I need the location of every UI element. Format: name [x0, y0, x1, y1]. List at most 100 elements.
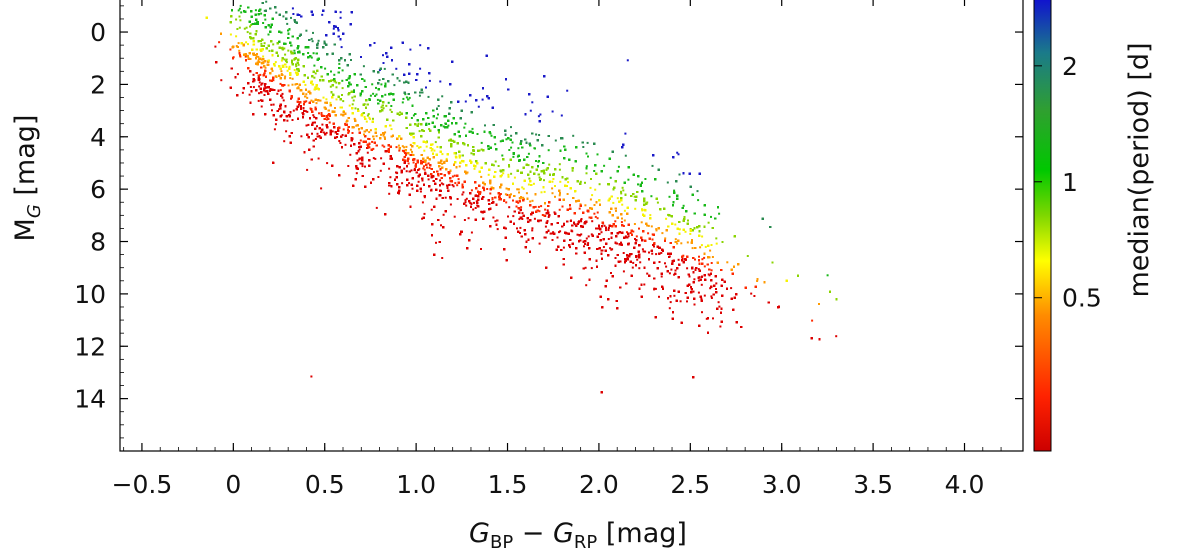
density-cell: [458, 156, 461, 159]
density-cell: [341, 69, 344, 72]
density-cell: [271, 109, 273, 112]
density-cell: [580, 233, 583, 236]
density-cell: [673, 189, 676, 192]
density-cell: [372, 147, 375, 150]
density-cell: [291, 119, 294, 121]
density-cell: [423, 168, 426, 171]
density-cell: [354, 107, 357, 110]
density-cell: [434, 141, 437, 144]
density-cell: [355, 124, 358, 127]
density-cell: [245, 41, 248, 44]
density-cell: [676, 242, 679, 245]
density-cell: [380, 157, 383, 160]
density-cell: [512, 215, 515, 218]
density-cell: [338, 140, 341, 142]
density-cell: [272, 103, 275, 106]
density-cell: [324, 101, 327, 104]
density-cell: [427, 95, 430, 98]
density-cell: [622, 225, 625, 227]
density-cell: [705, 317, 708, 320]
density-cell: [676, 151, 679, 154]
density-cell: [753, 295, 756, 297]
density-cell: [246, 31, 249, 34]
density-cell: [368, 131, 371, 134]
density-cell: [529, 109, 532, 112]
density-cell: [811, 319, 814, 322]
density-cell: [623, 219, 626, 222]
density-cell: [529, 200, 532, 203]
density-cell: [641, 248, 644, 251]
density-cell: [492, 164, 495, 167]
density-cell: [593, 212, 596, 215]
density-cell: [560, 114, 563, 117]
density-cell: [635, 235, 638, 238]
density-cell: [366, 151, 369, 154]
density-cell: [641, 208, 643, 211]
density-cell: [382, 107, 385, 110]
density-cell: [467, 217, 470, 220]
density-cell: [668, 256, 670, 258]
density-cell: [351, 96, 354, 99]
density-cell: [669, 301, 672, 304]
density-cell: [305, 93, 308, 96]
density-cell: [513, 176, 516, 179]
density-cell: [453, 215, 456, 218]
density-cell: [510, 193, 512, 196]
density-cell: [626, 231, 628, 234]
density-cell: [746, 255, 749, 257]
density-cell: [369, 94, 372, 97]
density-cell: [263, 87, 266, 90]
density-cell: [363, 116, 366, 118]
density-cell: [647, 232, 650, 235]
density-cell: [380, 106, 383, 109]
density-cell: [696, 190, 699, 193]
density-cell: [353, 89, 355, 92]
density-cell: [389, 157, 392, 160]
density-cell: [389, 108, 392, 111]
density-cell: [610, 248, 613, 251]
density-cell: [368, 116, 371, 119]
density-cell: [461, 193, 464, 196]
density-cell: [654, 287, 657, 290]
density-cell: [291, 59, 293, 62]
density-cell: [393, 84, 396, 87]
density-cell: [517, 201, 520, 204]
density-cell: [384, 131, 387, 134]
density-cell: [457, 178, 460, 181]
density-cell: [260, 83, 263, 86]
density-cell: [585, 152, 588, 155]
density-cell: [304, 110, 307, 113]
density-cell: [376, 98, 379, 101]
density-cell: [584, 181, 586, 184]
density-cell: [263, 9, 266, 12]
density-cell: [710, 269, 713, 272]
density-cell: [398, 79, 401, 82]
density-cell: [470, 152, 473, 155]
density-cell: [283, 140, 286, 143]
density-cell: [567, 181, 570, 184]
density-cell: [260, 61, 263, 64]
density-cell: [637, 254, 640, 257]
density-cell: [258, 57, 261, 60]
density-cell: [372, 138, 375, 141]
density-cell: [682, 204, 685, 207]
density-cell: [632, 230, 635, 233]
density-cell: [341, 134, 344, 136]
density-cell: [428, 166, 431, 169]
density-cell: [401, 101, 404, 104]
density-cell: [214, 45, 217, 48]
density-cell: [335, 81, 338, 84]
density-cell: [307, 52, 310, 54]
density-cell: [329, 101, 332, 104]
density-cell: [297, 63, 300, 66]
density-cell: [372, 117, 374, 120]
density-cell: [527, 183, 530, 186]
density-cell: [624, 235, 627, 238]
density-cell: [359, 139, 362, 142]
density-cell: [703, 265, 706, 268]
density-cell: [580, 220, 583, 223]
density-cell: [238, 7, 241, 10]
density-cell: [594, 215, 597, 218]
density-cell: [510, 146, 513, 149]
density-cell: [399, 111, 402, 114]
